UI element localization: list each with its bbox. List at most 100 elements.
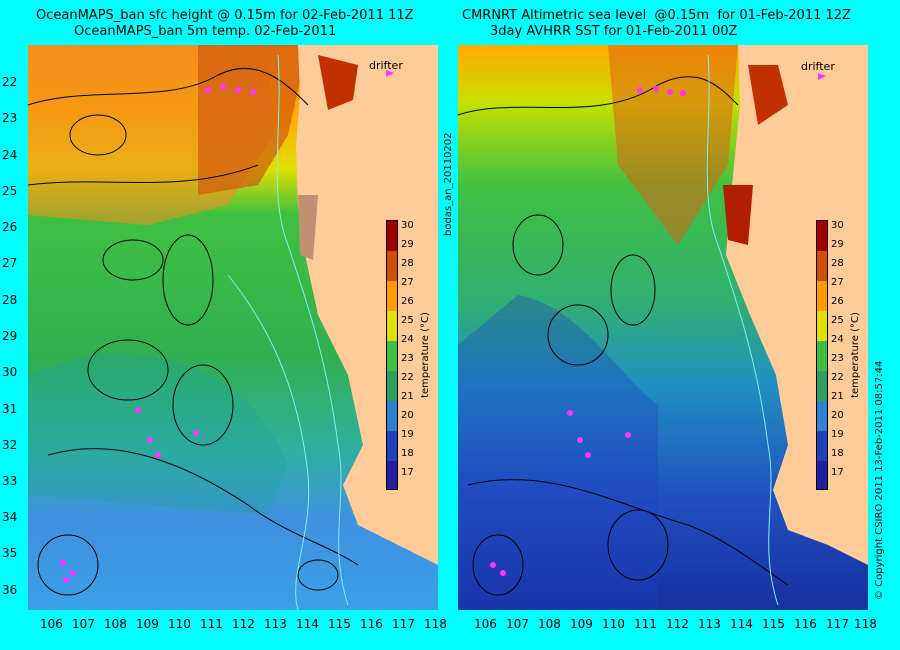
drifter-tracks (60, 84, 256, 583)
colorbar-tick: 26 (831, 296, 844, 307)
colorbar-tick: 27 (831, 277, 844, 288)
colorbar-tick: 18 (401, 448, 414, 459)
colorbar-tick: 29 (831, 239, 844, 250)
depth-contours (227, 54, 349, 610)
colorbar-tick: 24 (401, 334, 414, 345)
land-hot-spot (318, 55, 358, 110)
colorbar-tick: 29 (401, 239, 414, 250)
colorbar-tick: 19 (401, 429, 414, 440)
lon-label: 109 (570, 617, 593, 631)
lon-label: 110 (168, 617, 191, 631)
land-mass (726, 45, 868, 565)
lon-label: 114 (730, 617, 753, 631)
land-mass (296, 45, 438, 565)
lat-label: 23 (2, 111, 18, 125)
lon-label: 110 (602, 617, 625, 631)
lat-label: 29 (2, 329, 18, 343)
colorbar-tick: 23 (831, 353, 844, 364)
colorbar-tick: 20 (401, 410, 414, 421)
left-title-line2: OceanMAPS_ban 5m temp. 02-Feb-2011 (74, 24, 337, 39)
lat-label: 32 (2, 438, 18, 452)
colorbar-tick: 28 (831, 258, 844, 269)
run-id-label: bodas_an_20110202 (443, 132, 454, 236)
colorbar-tick: 23 (401, 353, 414, 364)
colorbar-tick: 22 (401, 372, 414, 383)
lon-label: 111 (634, 617, 657, 631)
lat-label: 25 (2, 184, 18, 198)
lat-label: 35 (2, 546, 18, 560)
left-map-panel: drifter 30 29 28 27 26 25 24 23 22 21 (28, 45, 438, 610)
lon-label: 111 (200, 617, 223, 631)
cool-region (28, 353, 288, 515)
copyright-label: © Copyright CSIRO 2011 13-Feb-2011 08:57… (874, 360, 885, 600)
lon-label: 114 (296, 617, 319, 631)
lon-label: 107 (506, 617, 529, 631)
right-map-svg: drifter 30 29 28 27 26 25 24 23 22 21 (458, 45, 868, 610)
colorbar-tick: 21 (831, 391, 844, 402)
height-contours (28, 68, 359, 596)
lat-label: 30 (2, 365, 18, 379)
lon-label: 112 (232, 617, 255, 631)
land-hot-spot (748, 65, 788, 125)
lon-label: 107 (72, 617, 95, 631)
drifter-legend-arrow (386, 70, 394, 77)
lon-label: 115 (328, 617, 351, 631)
depth-contours (706, 54, 779, 606)
colorbar-label: temperature (°C) (850, 312, 861, 398)
colorbar-tick: 20 (831, 410, 844, 421)
colorbar: 30 29 28 27 26 25 24 23 22 21 20 19 18 1… (816, 220, 861, 490)
drifter-tracks (490, 86, 686, 576)
colorbar-tick: 25 (401, 315, 414, 326)
lon-label: 108 (104, 617, 127, 631)
right-title-line1: CMRNRT Altimetric sea level @0.15m for 0… (462, 8, 851, 23)
left-map-svg: drifter 30 29 28 27 26 25 24 23 22 21 (28, 45, 438, 610)
lon-label: 106 (474, 617, 497, 631)
lat-label: 24 (2, 148, 18, 162)
drifter-legend-label: drifter (801, 60, 835, 73)
colorbar-tick: 21 (401, 391, 414, 402)
colorbar-tick: 17 (401, 467, 414, 478)
right-map-panel: drifter 30 29 28 27 26 25 24 23 22 21 (458, 45, 868, 610)
lon-label: 108 (538, 617, 561, 631)
lon-label: 118 (854, 617, 877, 631)
lon-label: 117 (826, 617, 849, 631)
colorbar-tick: 30 (831, 220, 844, 231)
lat-label: 33 (2, 474, 18, 488)
colorbar-tick: 18 (831, 448, 844, 459)
lat-label: 34 (2, 510, 18, 524)
lat-label: 26 (2, 220, 18, 234)
lon-label: 116 (794, 617, 817, 631)
colorbar-tick: 30 (401, 220, 414, 231)
delta-region (298, 195, 318, 260)
colorbar-tick: 17 (831, 467, 844, 478)
lon-label: 109 (136, 617, 159, 631)
drifter-legend-label: drifter (369, 59, 403, 72)
lon-label: 113 (264, 617, 287, 631)
colorbar-tick: 22 (831, 372, 844, 383)
lon-label: 116 (360, 617, 383, 631)
colorbar-tick: 27 (401, 277, 414, 288)
lon-label: 112 (666, 617, 689, 631)
lon-label: 106 (40, 617, 63, 631)
lat-label: 31 (2, 402, 18, 416)
lon-label: 118 (424, 617, 447, 631)
lon-label: 117 (392, 617, 415, 631)
right-title-line2: 3day AVHRR SST for 01-Feb-2011 00Z (490, 24, 738, 39)
height-contours (458, 76, 789, 596)
lon-label: 115 (762, 617, 785, 631)
hot-region (198, 45, 308, 195)
delta-region (723, 185, 753, 245)
cool-region (458, 295, 658, 610)
colorbar-tick: 26 (401, 296, 414, 307)
colorbar-tick: 24 (831, 334, 844, 345)
lat-label: 28 (2, 293, 18, 307)
colorbar-tick: 19 (831, 429, 844, 440)
lat-label: 36 (2, 583, 18, 597)
lat-label: 22 (2, 75, 18, 89)
left-title-line1: OceanMAPS_ban sfc height @ 0.15m for 02-… (36, 8, 414, 23)
colorbar-label: temperature (°C) (420, 312, 431, 398)
colorbar: 30 29 28 27 26 25 24 23 22 21 20 19 18 1… (386, 220, 431, 490)
colorbar-tick: 28 (401, 258, 414, 269)
lat-label: 27 (2, 256, 18, 270)
lon-label: 113 (698, 617, 721, 631)
